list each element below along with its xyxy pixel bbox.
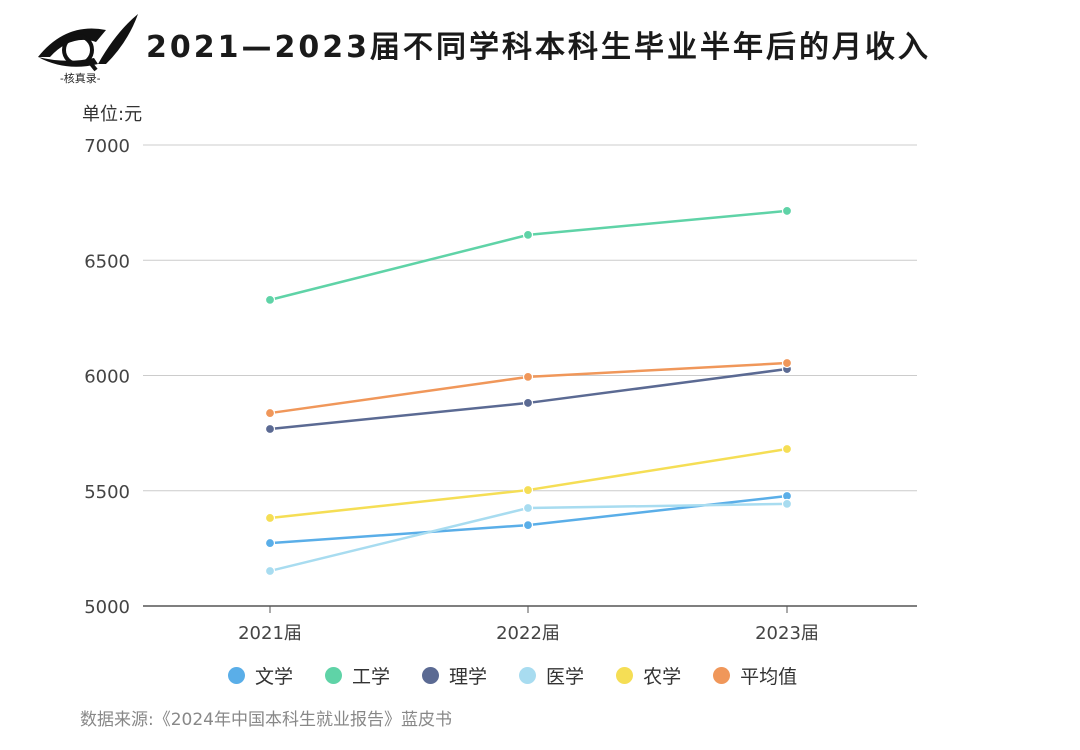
x-tick-label: 2023届: [755, 623, 819, 644]
data-point: [522, 484, 534, 496]
data-point: [522, 502, 534, 514]
legend-marker-icon: [422, 667, 440, 684]
legend-label: 医学: [546, 666, 585, 688]
chart-title: 2021—2023届不同学科本科生毕业半年后的月收入: [146, 30, 931, 65]
legend-marker-icon: [519, 667, 537, 684]
data-point: [264, 565, 276, 577]
legend-marker-icon: [713, 667, 731, 684]
y-tick-label: 5000: [84, 597, 130, 618]
legend: 文学 工学 理学 医学 农学 平均值: [228, 662, 797, 689]
data-point: [522, 519, 534, 531]
data-point: [264, 423, 276, 435]
y-tick-label: 6000: [84, 367, 130, 388]
legend-item[interactable]: 平均值: [713, 662, 797, 689]
data-point: [781, 357, 793, 369]
x-tick-label: 2022届: [496, 623, 560, 644]
data-point: [522, 397, 534, 409]
legend-marker-icon: [228, 667, 245, 684]
legend-item[interactable]: 文学: [228, 662, 293, 689]
legend-label: 工学: [352, 666, 391, 688]
legend-item[interactable]: 医学: [519, 662, 584, 689]
source-note: 数据来源:《2024年中国本科生就业报告》蓝皮书: [80, 710, 452, 730]
series-line-工学: [269, 209, 788, 302]
legend-label: 农学: [643, 666, 682, 688]
data-point: [522, 229, 534, 240]
data-point: [522, 371, 534, 382]
x-tick-label: 2021届: [238, 623, 302, 644]
data-point: [264, 407, 276, 419]
unit-label: 单位:元: [82, 104, 143, 125]
legend-label: 文学: [255, 666, 294, 688]
logo-text: -核真录-: [60, 72, 101, 85]
data-point: [781, 205, 793, 217]
data-point: [781, 443, 793, 455]
logo-eye-icon: [38, 14, 138, 72]
legend-marker-icon: [616, 667, 634, 684]
data-point: [264, 294, 276, 305]
legend-marker-icon: [325, 667, 343, 684]
data-point: [781, 498, 793, 509]
data-point: [264, 512, 276, 524]
data-point: [264, 537, 276, 549]
legend-label: 平均值: [740, 666, 798, 688]
y-tick-label: 5500: [84, 482, 130, 503]
legend-label: 理学: [449, 666, 488, 688]
y-tick-label: 6500: [84, 251, 130, 272]
y-tick-label: 7000: [84, 136, 130, 157]
legend-item[interactable]: 理学: [422, 662, 487, 689]
legend-item[interactable]: 农学: [616, 662, 681, 689]
legend-item[interactable]: 工学: [325, 662, 390, 689]
